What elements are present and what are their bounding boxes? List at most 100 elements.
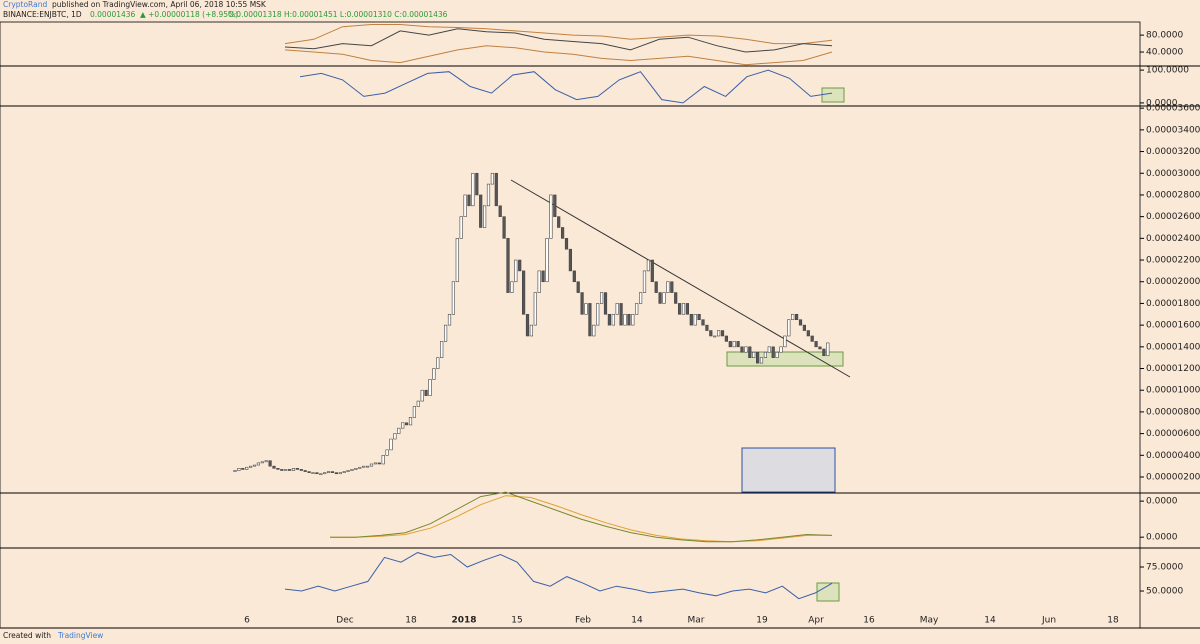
candle (798, 319, 803, 326)
candle (607, 313, 611, 326)
candle (280, 469, 284, 471)
candle (284, 469, 288, 471)
candle (252, 464, 257, 467)
candle (728, 341, 732, 348)
x-tick-label: Feb (575, 616, 591, 626)
indicator-line (330, 491, 833, 543)
last-price: 0.00001436 (90, 10, 136, 19)
highlight (821, 87, 845, 103)
candle (420, 389, 424, 402)
candle (334, 472, 339, 475)
y-tick-label: 0.00000600 (1146, 429, 1200, 439)
indicator-line (284, 552, 833, 600)
candle (611, 313, 615, 326)
y-tick-label: 0.00003400 (1146, 125, 1200, 135)
candle (814, 341, 818, 348)
candle (264, 460, 268, 463)
candle (377, 462, 381, 465)
candle (276, 468, 280, 470)
x-tick-label: 2018 (451, 616, 476, 626)
y-tick-label: 0.00003000 (1146, 169, 1200, 179)
candle (767, 346, 771, 353)
candle (502, 216, 506, 239)
footer-brand: TradingView (57, 631, 103, 640)
candle (459, 216, 463, 239)
candle (346, 470, 350, 472)
candle (537, 270, 541, 293)
plot-frame (0, 21, 1141, 629)
x-tick-label: 18 (1107, 616, 1119, 626)
candle (740, 346, 744, 353)
candle (779, 346, 783, 353)
candle (358, 466, 362, 469)
candle (810, 335, 814, 342)
y-tick-label: 0.00002000 (1146, 277, 1200, 287)
candle (463, 194, 467, 217)
candle (447, 313, 452, 326)
candle (533, 292, 537, 326)
candle (268, 460, 272, 467)
y-tick-label: 0.00001600 (1146, 321, 1200, 331)
candle (716, 330, 721, 337)
candle (338, 472, 342, 475)
x-tick-label: May (920, 616, 939, 626)
candle (705, 324, 709, 331)
y-tick-label: 0.0000 (1146, 497, 1178, 507)
candle (623, 313, 627, 326)
candle (486, 183, 491, 207)
candle (389, 438, 393, 451)
candle (506, 238, 510, 293)
candle (412, 406, 417, 418)
candle (455, 238, 459, 283)
x-tick-label: 14 (984, 616, 996, 626)
y-tick-label: 0.00002200 (1146, 256, 1200, 266)
candle (350, 469, 354, 471)
x-tick-label: Jun (1041, 616, 1056, 626)
candle (771, 346, 775, 358)
candle (245, 466, 249, 470)
candle (514, 259, 518, 283)
candle (744, 346, 748, 353)
x-tick-label: 15 (511, 616, 522, 626)
candle (674, 292, 678, 304)
candle (443, 324, 448, 342)
candle (342, 471, 346, 473)
symbol: BINANCE:ENJBTC, 1D (3, 10, 82, 19)
candle (354, 468, 358, 470)
candle (323, 472, 327, 475)
candle (724, 335, 728, 342)
candle (545, 238, 549, 283)
published: published on TradingView.com, April 06, … (52, 0, 267, 9)
candle (401, 422, 405, 429)
indicator-line (299, 69, 833, 104)
candle (755, 351, 760, 364)
publisher: CryptoRand (3, 0, 47, 9)
y-tick-label: 0.00000800 (1146, 407, 1200, 417)
candle (393, 433, 397, 440)
candle (518, 259, 522, 272)
candle (588, 303, 592, 337)
candle (299, 469, 303, 471)
candle (822, 348, 826, 357)
candle (748, 346, 752, 358)
candle (689, 313, 693, 326)
candle (404, 422, 409, 426)
candle (241, 468, 245, 470)
candle (635, 303, 639, 315)
candle (287, 469, 292, 471)
candle (365, 465, 370, 468)
candle (490, 172, 495, 185)
candle (619, 303, 623, 326)
candle (794, 313, 799, 321)
candle (525, 313, 530, 337)
candle (662, 292, 666, 304)
indicator-line (284, 24, 833, 45)
candle (249, 465, 253, 468)
candle (369, 463, 374, 467)
y-tick-label: 0.00001400 (1146, 342, 1200, 352)
candle (806, 330, 810, 337)
candle (658, 292, 662, 304)
x-tick-label: 19 (756, 616, 768, 626)
indicator-line (330, 495, 832, 543)
